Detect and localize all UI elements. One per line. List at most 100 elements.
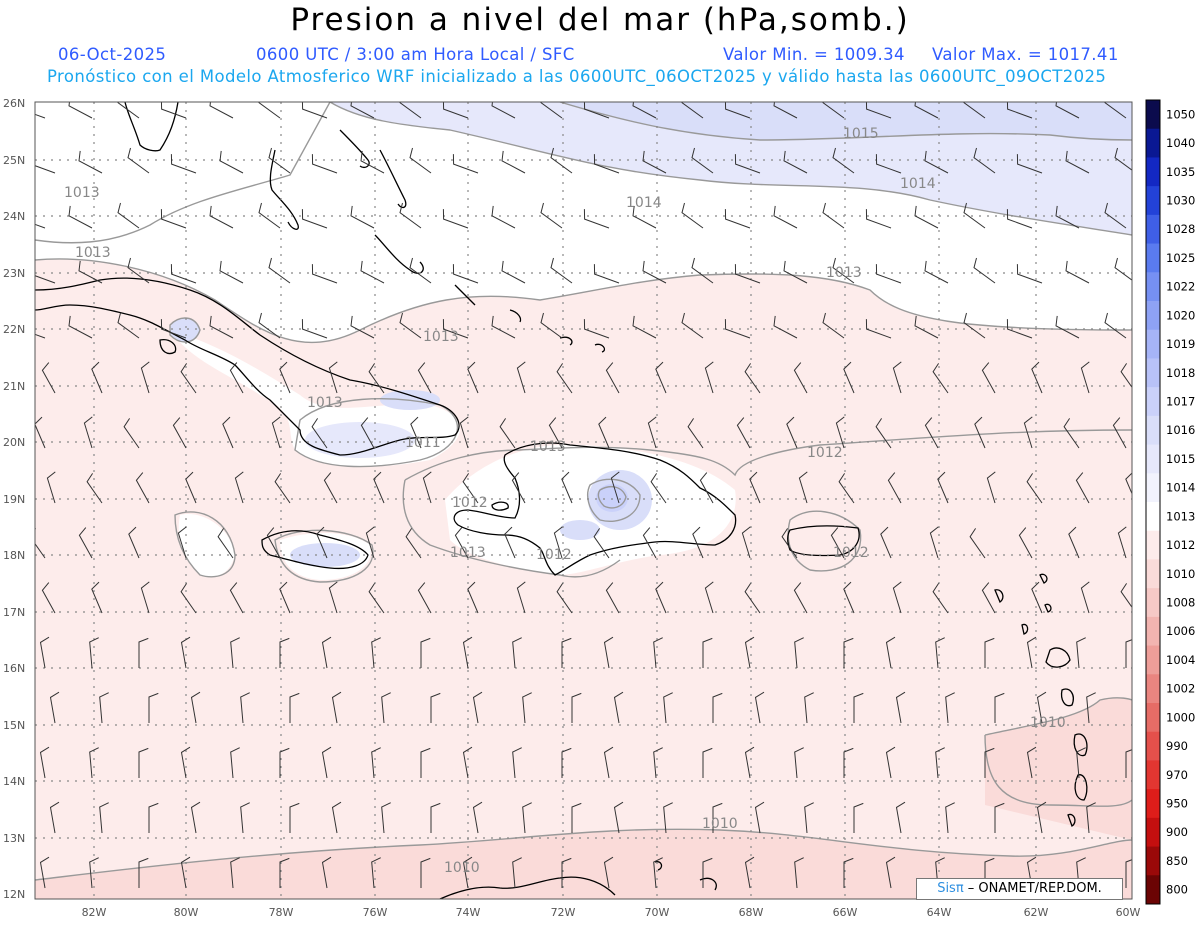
wind-barb (691, 147, 714, 174)
wind-barb (994, 802, 1005, 833)
wind-barb (321, 636, 332, 669)
wind-barb (744, 583, 761, 614)
wind-barb (924, 260, 949, 284)
wind-barb (68, 315, 93, 339)
wind-barb (1104, 312, 1127, 339)
wind-barb (1016, 154, 1043, 174)
wind-barb (230, 857, 240, 889)
wind-barb (258, 312, 281, 339)
colorbar-label: 1004 (1166, 653, 1195, 667)
wind-barb (691, 257, 714, 284)
wind-barb (279, 361, 291, 394)
shaded-field (35, 102, 1132, 899)
wind-barb (734, 154, 761, 174)
wind-barb (1076, 637, 1086, 669)
wind-barb (744, 636, 755, 669)
wind-barb (642, 260, 667, 284)
wind-barb (331, 691, 342, 724)
wind-barb (1125, 472, 1132, 495)
lon-label: 74W (456, 906, 481, 919)
wind-barb (91, 581, 103, 614)
wind-barb (258, 202, 281, 229)
colorbar-swatch (1146, 674, 1160, 704)
wind-barb (266, 527, 281, 559)
colorbar-label: 970 (1166, 768, 1188, 782)
colorbar-label: 1028 (1166, 222, 1195, 236)
wind-barb (583, 319, 610, 339)
wind-barb (793, 362, 808, 394)
wind-barb (128, 526, 140, 559)
contour-label: 1013 (530, 439, 566, 455)
wind-barb (222, 416, 234, 449)
wind-barb (35, 333, 46, 339)
wind-barb (794, 637, 804, 669)
wind-barb (140, 361, 150, 394)
contour-label: 1010 (1030, 715, 1066, 731)
wind-barb (981, 362, 996, 394)
wind-barb (99, 802, 109, 834)
wind-barb (1055, 205, 1080, 229)
wind-barb (35, 165, 56, 174)
wind-barb (117, 102, 140, 119)
wind-barb (268, 147, 291, 174)
wind-barb (838, 473, 855, 504)
colorbar-label: 950 (1166, 797, 1188, 811)
wind-barb (472, 801, 483, 834)
wind-barb (78, 150, 103, 174)
map-title: Presion a nivel del mar (hPa,somb.) (290, 2, 910, 38)
colorbar-label: 1025 (1166, 251, 1195, 265)
wind-barbs (35, 102, 1132, 889)
colorbar-label: 1022 (1166, 280, 1195, 294)
credit-text: – ONAMET/REP.DOM. (963, 881, 1102, 896)
wind-barb (279, 637, 290, 668)
wind-barb (794, 857, 804, 889)
contour-label: 1012 (452, 495, 488, 511)
wind-barb (741, 526, 751, 559)
contour-label: 1013 (826, 265, 862, 281)
colorbar-swatch (1146, 817, 1160, 847)
wind-barb (35, 223, 46, 229)
wind-barb (417, 582, 432, 614)
wind-barb (540, 102, 563, 119)
wind-barb (99, 692, 109, 724)
wind-barb (1055, 102, 1080, 119)
colorbar-swatch (1146, 272, 1160, 302)
wind-barb (1063, 418, 1080, 449)
wind-barb (754, 691, 765, 724)
wind-barb (843, 581, 855, 614)
lat-label: 21N (3, 380, 25, 393)
contour-label: 1013 (450, 545, 486, 561)
wind-barb (516, 581, 526, 614)
contour-label: 1013 (307, 395, 343, 411)
wind-barb (892, 361, 902, 394)
lon-label: 76W (363, 906, 388, 919)
wind-barb (491, 102, 516, 119)
wind-barb (89, 637, 99, 669)
wind-barb (843, 361, 855, 394)
wind-barb (399, 202, 422, 229)
colorbar-swatch (1146, 243, 1160, 273)
colorbar-swatch (1146, 502, 1160, 532)
wind-barb (1104, 202, 1127, 229)
wind-barb (311, 154, 338, 174)
wind-barb (603, 746, 614, 779)
wind-barb (417, 362, 432, 394)
lon-label: 82W (82, 906, 107, 919)
colorbar-label: 1013 (1166, 509, 1195, 523)
wind-barb (822, 102, 845, 119)
wind-barb (160, 319, 187, 339)
lon-label: 64W (927, 906, 952, 919)
wind-barb (843, 857, 854, 888)
wind-barb (229, 362, 244, 394)
wind-barb (381, 802, 391, 834)
wind-barb (240, 802, 250, 834)
graticule (35, 102, 1132, 899)
wind-barb (853, 802, 864, 833)
wind-barb (704, 361, 714, 394)
wind-barb (786, 416, 798, 449)
wind-barb (371, 747, 381, 779)
wind-barb (512, 747, 522, 779)
wind-barb (702, 747, 713, 778)
wind-barb (1031, 361, 1043, 394)
colorbar-label: 800 (1166, 883, 1188, 897)
